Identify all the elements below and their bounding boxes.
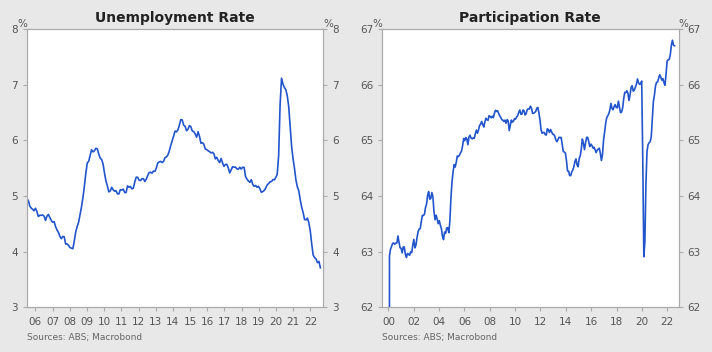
Text: %: % [372, 19, 382, 29]
Text: %: % [17, 19, 27, 29]
Title: Unemployment Rate: Unemployment Rate [95, 11, 255, 25]
Text: Sources: ABS; Macrobond: Sources: ABS; Macrobond [382, 333, 497, 341]
Text: %: % [323, 19, 333, 29]
Text: Sources: ABS; Macrobond: Sources: ABS; Macrobond [27, 333, 142, 341]
Title: Participation Rate: Participation Rate [459, 11, 601, 25]
Text: %: % [679, 19, 689, 29]
